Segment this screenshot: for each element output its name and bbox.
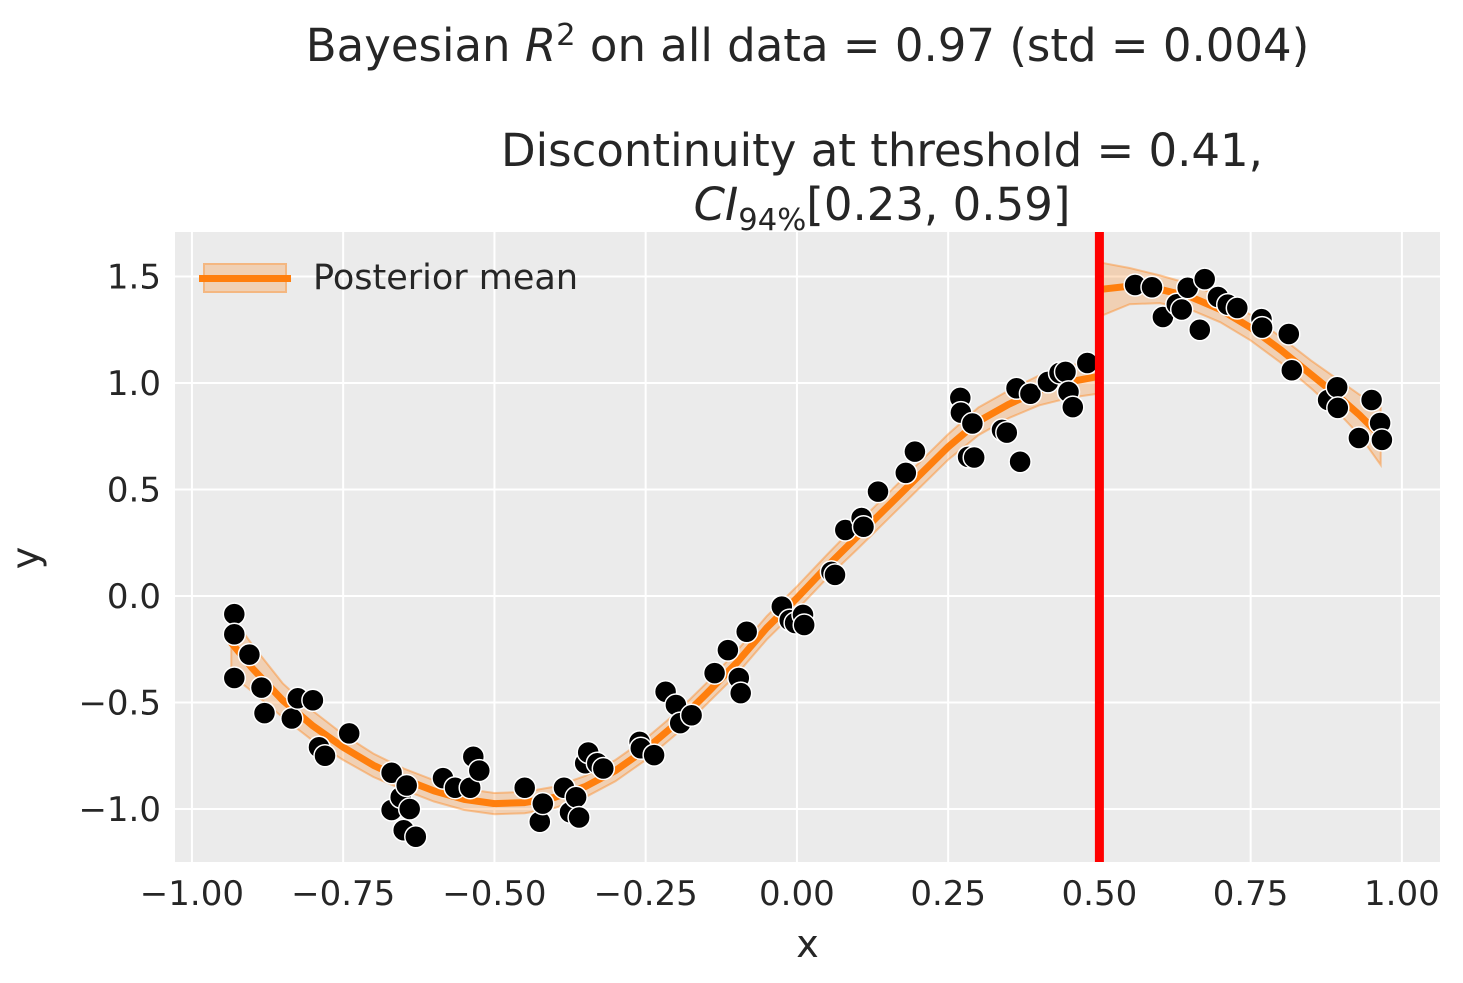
scatter-point xyxy=(866,479,890,504)
scatter-point xyxy=(249,675,274,700)
x-tick-label: 0.50 xyxy=(1062,874,1138,914)
scatter-point xyxy=(1225,296,1250,320)
y-tick-label: −0.5 xyxy=(78,684,161,724)
subtitle-ci-range: [0.23, 0.59] xyxy=(806,178,1071,231)
scatter-point xyxy=(995,420,1019,445)
legend-line-swatch xyxy=(199,274,291,282)
x-axis-label: x xyxy=(796,922,819,966)
scatter-point xyxy=(1277,322,1301,346)
y-tick-label: 1.0 xyxy=(107,364,161,404)
scatter-point xyxy=(716,638,740,662)
scatter-point xyxy=(1280,358,1304,382)
scatter-point xyxy=(1140,275,1164,299)
scatter-point xyxy=(222,602,247,626)
scatter-point xyxy=(301,688,325,713)
title-text-1: Bayesian xyxy=(305,19,525,72)
x-tick-label: −1.00 xyxy=(140,874,244,914)
y-tick-label: 0.0 xyxy=(107,577,161,617)
subtitle-line-1: Discontinuity at threshold = 0.41, xyxy=(501,124,1263,177)
scatter-point xyxy=(1061,395,1085,419)
y-axis-label: y xyxy=(3,546,48,570)
scatter-point xyxy=(337,721,361,746)
title-math-r: R xyxy=(524,19,557,72)
scatter-point xyxy=(962,445,986,470)
scatter-point xyxy=(734,620,759,644)
scatter-point xyxy=(280,706,304,731)
title-exponent: 2 xyxy=(556,18,576,53)
subtitle-ci-level: 94% xyxy=(738,203,807,238)
scatter-point xyxy=(467,758,492,783)
subtitle-ci: CI xyxy=(693,178,739,231)
scatter-point xyxy=(792,613,816,637)
scatter-point xyxy=(567,805,591,830)
x-tick-label: 0.75 xyxy=(1213,874,1289,914)
scatter-point xyxy=(894,461,918,485)
posterior-mean-line xyxy=(227,373,1102,808)
scatter-point xyxy=(1326,396,1350,420)
scatter-point xyxy=(397,797,422,821)
chart-title: Bayesian R2 on all data = 0.97 (std = 0.… xyxy=(175,18,1440,72)
x-tick-label: −0.50 xyxy=(442,874,546,914)
scatter-point xyxy=(1192,267,1217,291)
scatter-point xyxy=(960,411,985,436)
scatter-point xyxy=(1008,450,1032,474)
legend: Posterior mean xyxy=(199,258,579,298)
legend-band-swatch xyxy=(199,263,291,293)
scatter-point xyxy=(851,515,876,539)
scatter-point xyxy=(702,661,727,685)
scatter-point xyxy=(642,743,666,767)
scatter-point xyxy=(222,622,247,647)
scatter-point xyxy=(1018,381,1043,406)
chart-subtitle: Discontinuity at threshold = 0.41, CI94%… xyxy=(501,124,1263,248)
scatter-point xyxy=(237,642,262,667)
scatter-point xyxy=(1169,297,1194,322)
scatter-point xyxy=(903,439,927,464)
legend-label: Posterior mean xyxy=(313,258,579,298)
scatter-point xyxy=(379,761,404,785)
scatter-point xyxy=(1359,388,1384,412)
scatter-point xyxy=(252,701,277,725)
scatter-point xyxy=(1325,375,1349,400)
x-tick-label: −0.25 xyxy=(594,874,698,914)
x-tick-label: 1.00 xyxy=(1364,874,1440,914)
scatter-point xyxy=(1053,360,1078,384)
scatter-point xyxy=(679,703,704,728)
scatter-point xyxy=(1370,428,1394,452)
scatter-point xyxy=(591,756,616,781)
x-tick-label: 0.00 xyxy=(759,874,835,914)
scatter-point xyxy=(394,773,419,798)
scatter-point xyxy=(823,563,847,587)
scatter-point xyxy=(1188,318,1212,342)
title-text-2: on all data = 0.97 (std = 0.004) xyxy=(575,19,1310,72)
plot-background xyxy=(175,232,1440,862)
x-tick-label: 0.25 xyxy=(910,874,986,914)
scatter-point xyxy=(222,666,247,690)
scatter-point xyxy=(1347,426,1371,450)
y-tick-label: 0.5 xyxy=(107,471,161,511)
scatter-point xyxy=(313,743,337,768)
y-tick-label: 1.5 xyxy=(107,258,161,298)
scatter-point xyxy=(728,681,753,705)
x-tick-label: −0.75 xyxy=(291,874,395,914)
scatter-point xyxy=(531,791,555,816)
scatter-point xyxy=(564,785,588,810)
scatter-point xyxy=(404,824,428,849)
scatter-point xyxy=(1250,315,1274,340)
y-tick-label: −1.0 xyxy=(78,790,161,830)
scatter-point xyxy=(512,775,537,800)
subtitle-line-2: CI94%[0.23, 0.59] xyxy=(501,178,1263,248)
